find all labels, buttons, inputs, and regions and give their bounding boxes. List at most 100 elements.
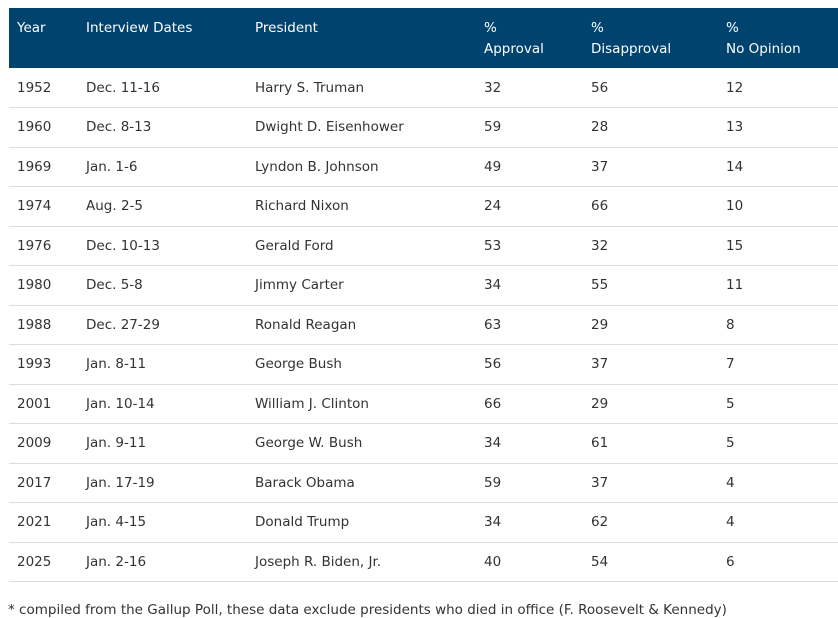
cell-year: 1980 [9,265,78,306]
cell-approval: 34 [476,265,583,306]
cell-disapproval: 54 [583,542,718,582]
cell-approval: 59 [476,463,583,503]
cell-year: 2021 [9,502,78,543]
cell-year: 2001 [9,384,78,424]
cell-year: 1976 [9,226,78,266]
cell-interview-dates: Dec. 5-8 [78,265,247,306]
cell-interview-dates: Aug. 2-5 [78,186,247,227]
header-text: No Opinion [726,41,801,57]
cell-interview-dates: Dec. 10-13 [78,226,247,266]
cell-interview-dates: Jan. 9-11 [78,423,247,464]
cell-interview-dates: Dec. 11-16 [78,68,247,108]
header-interview-dates: Interview Dates [78,8,247,68]
cell-disapproval: 37 [583,344,718,385]
cell-no-opinion: 13 [718,107,838,148]
table-row: 1993 Jan. 8-11 George Bush 56 37 7 [9,344,838,385]
table-row: 2025 Jan. 2-16 Joseph R. Biden, Jr. 40 54 6 [9,542,838,582]
header-disapproval: % Disapproval [583,8,718,68]
header-text: % [484,20,497,36]
cell-disapproval: 55 [583,265,718,306]
cell-president: Donald Trump [247,502,476,543]
table-row: 1980 Dec. 5-8 Jimmy Carter 34 55 11 [9,265,838,306]
cell-approval: 40 [476,542,583,582]
cell-president: Richard Nixon [247,186,476,227]
cell-approval: 63 [476,305,583,345]
cell-year: 2009 [9,423,78,464]
table-row: 1969 Jan. 1-6 Lyndon B. Johnson 49 37 14 [9,147,838,187]
cell-approval: 53 [476,226,583,266]
cell-approval: 34 [476,423,583,464]
cell-no-opinion: 7 [718,344,838,385]
cell-interview-dates: Jan. 2-16 [78,542,247,582]
cell-approval: 34 [476,502,583,543]
cell-no-opinion: 14 [718,147,838,187]
cell-year: 1988 [9,305,78,345]
cell-approval: 32 [476,68,583,108]
table-row: 2017 Jan. 17-19 Barack Obama 59 37 4 [9,463,838,503]
cell-approval: 56 [476,344,583,385]
cell-disapproval: 37 [583,147,718,187]
table-row: 1988 Dec. 27-29 Ronald Reagan 63 29 8 [9,305,838,345]
table-row: 1976 Dec. 10-13 Gerald Ford 53 32 15 [9,226,838,266]
cell-president: Gerald Ford [247,226,476,266]
cell-no-opinion: 4 [718,502,838,543]
cell-disapproval: 28 [583,107,718,148]
header-president: President [247,8,476,68]
cell-year: 2025 [9,542,78,582]
cell-interview-dates: Jan. 17-19 [78,463,247,503]
cell-interview-dates: Jan. 10-14 [78,384,247,424]
header-no-opinion: % No Opinion [718,8,838,68]
cell-president: Ronald Reagan [247,305,476,345]
cell-interview-dates: Jan. 8-11 [78,344,247,385]
table-row: 2021 Jan. 4-15 Donald Trump 34 62 4 [9,502,838,543]
cell-year: 1993 [9,344,78,385]
cell-disapproval: 56 [583,68,718,108]
cell-disapproval: 29 [583,305,718,345]
table-row: 1974 Aug. 2-5 Richard Nixon 24 66 10 [9,186,838,227]
footnote: * compiled from the Gallup Poll, these d… [8,602,727,618]
table-row: 1952 Dec. 11-16 Harry S. Truman 32 56 12 [9,68,838,108]
cell-president: George Bush [247,344,476,385]
cell-year: 1969 [9,147,78,187]
cell-disapproval: 29 [583,384,718,424]
cell-no-opinion: 5 [718,384,838,424]
cell-president: Dwight D. Eisenhower [247,107,476,148]
cell-no-opinion: 6 [718,542,838,582]
cell-approval: 24 [476,186,583,227]
cell-year: 1960 [9,107,78,148]
table-row: 2001 Jan. 10-14 William J. Clinton 66 29 5 [9,384,838,424]
cell-no-opinion: 5 [718,423,838,464]
header-text: Disapproval [591,41,672,57]
header-row: Year Interview Dates President% Approval% Di… [9,8,838,68]
cell-interview-dates: Dec. 8-13 [78,107,247,148]
cell-approval: 49 [476,147,583,187]
cell-disapproval: 61 [583,423,718,464]
cell-interview-dates: Jan. 4-15 [78,502,247,543]
cell-disapproval: 62 [583,502,718,543]
table-row: 2009 Jan. 9-11 George W. Bush 34 61 5 [9,423,838,464]
cell-disapproval: 37 [583,463,718,503]
cell-disapproval: 66 [583,186,718,227]
cell-no-opinion: 8 [718,305,838,345]
cell-no-opinion: 15 [718,226,838,266]
cell-approval: 59 [476,107,583,148]
cell-year: 1974 [9,186,78,227]
cell-president: George W. Bush [247,423,476,464]
header-text: Year [17,20,46,36]
header-text: Interview Dates [86,20,193,36]
header-year: Year [9,8,78,68]
cell-no-opinion: 11 [718,265,838,306]
cell-year: 1952 [9,68,78,108]
cell-president: William J. Clinton [247,384,476,424]
header-text: Approval [484,41,544,57]
header-approval: % Approval [476,8,583,68]
cell-president: Lyndon B. Johnson [247,147,476,187]
cell-president: Joseph R. Biden, Jr. [247,542,476,582]
header-text: % [591,20,604,36]
cell-no-opinion: 10 [718,186,838,227]
header-text: President [255,20,318,36]
cell-disapproval: 32 [583,226,718,266]
cell-interview-dates: Dec. 27-29 [78,305,247,345]
cell-president: Harry S. Truman [247,68,476,108]
cell-no-opinion: 12 [718,68,838,108]
